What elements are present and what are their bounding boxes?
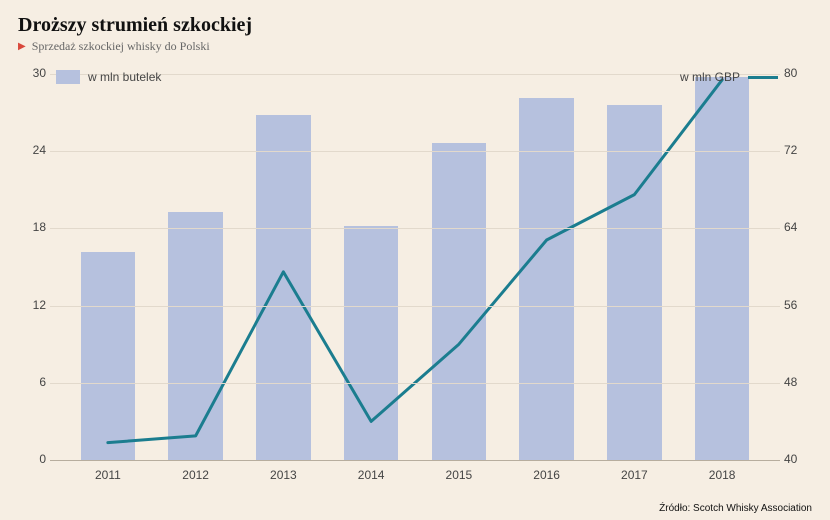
- y-right-tick: 80: [784, 66, 812, 80]
- x-axis-label: 2014: [327, 468, 415, 482]
- source-label: Źródło: Scotch Whisky Association: [659, 503, 812, 514]
- x-axis-label: 2012: [152, 468, 240, 482]
- y-right-tick: 40: [784, 452, 812, 466]
- y-left-tick: 24: [18, 143, 46, 157]
- y-right-tick: 48: [784, 375, 812, 389]
- legend-bar-swatch-icon: [56, 70, 80, 84]
- y-left-tick: 18: [18, 220, 46, 234]
- x-axis-label: 2018: [678, 468, 766, 482]
- y-left-tick: 6: [18, 375, 46, 389]
- x-axis-label: 2016: [503, 468, 591, 482]
- chart-subtitle: Sprzedaż szkockiej whisky do Polski: [32, 39, 210, 54]
- line-path: [108, 80, 722, 443]
- chart-area: 20112012201320142015201620172018 0 40 6 48 1…: [18, 74, 812, 490]
- x-axis-label: 2017: [591, 468, 679, 482]
- chart-title: Droższy strumień szkockiej: [18, 14, 812, 37]
- plot-area: 20112012201320142015201620172018: [64, 74, 766, 460]
- y-right-tick: 64: [784, 220, 812, 234]
- x-axis-label: 2011: [64, 468, 152, 482]
- line-series: [64, 74, 766, 460]
- legend-right-label: w mln GBP: [680, 70, 740, 84]
- subtitle-arrow-icon: ▶: [18, 41, 26, 52]
- y-left-tick: 0: [18, 452, 46, 466]
- legend-right: w mln GBP: [680, 70, 778, 84]
- y-right-tick: 56: [784, 298, 812, 312]
- y-left-tick: 12: [18, 298, 46, 312]
- gridline: [50, 151, 780, 152]
- gridline: [50, 306, 780, 307]
- gridline: [50, 383, 780, 384]
- gridline: [50, 228, 780, 229]
- chart-subtitle-row: ▶ Sprzedaż szkockiej whisky do Polski: [18, 39, 812, 54]
- y-right-tick: 72: [784, 143, 812, 157]
- x-axis-label: 2015: [415, 468, 503, 482]
- x-axis-label: 2013: [240, 468, 328, 482]
- legend-left: w mln butelek: [56, 70, 161, 84]
- y-left-tick: 30: [18, 66, 46, 80]
- legend-line-swatch-icon: [748, 76, 778, 79]
- x-axis-baseline: [50, 460, 780, 461]
- legend-left-label: w mln butelek: [88, 70, 161, 84]
